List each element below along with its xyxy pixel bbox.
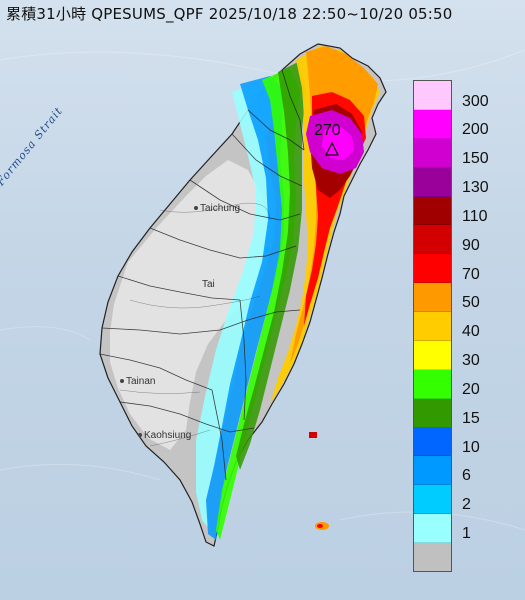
legend-swatch	[414, 514, 451, 543]
legend-swatch	[414, 312, 451, 341]
rain-band-10mm	[206, 76, 284, 540]
legend-label: 70	[462, 265, 480, 283]
legend-swatch	[414, 196, 451, 226]
legend-swatch	[414, 398, 451, 428]
city-dot-icon	[120, 379, 124, 384]
legend-label: 15	[462, 409, 480, 427]
rain-band-200mm	[322, 126, 354, 160]
city-dot-icon	[138, 433, 142, 438]
legend-swatch	[414, 340, 451, 370]
legend-label: 1	[462, 524, 471, 542]
legend-swatch	[414, 369, 451, 399]
rivers	[119, 202, 271, 447]
peak-triangle-icon	[324, 141, 340, 156]
legend-labels: 300 200 150 130 110 90 70 50 40 30 20 15 10 6 2 1	[462, 80, 522, 570]
legend-swatch	[414, 167, 451, 197]
city-dot-icon	[194, 206, 198, 211]
legend-swatch	[414, 485, 451, 515]
legend-swatch	[414, 81, 451, 110]
legend-swatch	[414, 456, 451, 486]
legend-label: 50	[462, 294, 480, 312]
legend-label: 200	[462, 121, 489, 139]
rain-band-2mm	[196, 80, 276, 530]
legend-label: 90	[462, 236, 480, 254]
city-label-taichung: Taichung	[194, 203, 240, 214]
legend-swatch	[414, 138, 451, 168]
legend-swatch	[414, 109, 451, 139]
legend-swatch	[414, 427, 451, 457]
peak-value-label: 270	[314, 122, 341, 139]
title-range: 2025/10/18 22:50~10/20 05:50	[208, 5, 453, 23]
offshore-island-rain-core	[317, 524, 323, 528]
legend-label: 10	[462, 438, 480, 456]
legend-swatch	[414, 543, 451, 571]
legend-colorbar	[413, 80, 452, 572]
city-label-tai: Tai	[202, 279, 215, 290]
map-title: 累積31小時 QPESUMS_QPF 2025/10/18 22:50~10/2…	[6, 3, 453, 24]
title-prefix: 累積31小時 QPESUMS_QPF	[6, 5, 204, 23]
legend-label: 150	[462, 150, 489, 168]
legend-label: 300	[462, 92, 489, 110]
legend-label: 30	[462, 352, 480, 370]
county-boundaries	[99, 69, 305, 481]
legend-swatch	[414, 254, 451, 284]
legend-swatch	[414, 283, 451, 312]
legend-label: 6	[462, 467, 471, 485]
legend-label: 2	[462, 496, 471, 514]
legend-label: 130	[462, 179, 489, 197]
offshore-rain-cell	[309, 432, 317, 438]
rain-band-15mm	[236, 62, 306, 470]
plains-area	[110, 160, 268, 450]
city-label-kaohsiung: Kaohsiung	[138, 430, 191, 441]
legend-label: 40	[462, 323, 480, 341]
legend-swatch	[414, 225, 451, 255]
legend-label: 20	[462, 380, 480, 398]
legend-label: 110	[462, 207, 488, 225]
city-label-tainan: Tainan	[120, 376, 155, 387]
